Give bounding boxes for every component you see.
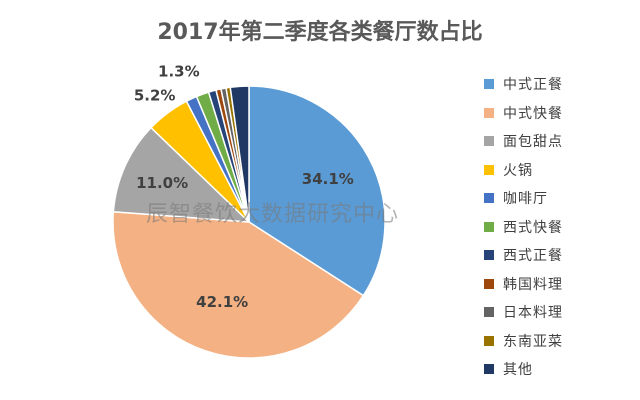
legend-label: 面包甜点 xyxy=(503,134,563,151)
legend-item: 咖啡厅 xyxy=(484,184,563,213)
pie-slice-2 xyxy=(112,126,252,223)
pie-label-0: 34.1% xyxy=(302,170,354,188)
pie-label-2: 11.0% xyxy=(136,174,188,192)
legend-swatch xyxy=(484,107,494,118)
legend-label: 中式快餐 xyxy=(503,105,563,122)
legend-swatch xyxy=(484,364,494,375)
pie-label-1: 42.1% xyxy=(196,293,248,311)
legend-swatch xyxy=(484,278,494,289)
legend-item: 日本料理 xyxy=(484,298,563,327)
legend-item: 面包甜点 xyxy=(484,127,563,156)
legend-label: 韩国料理 xyxy=(503,276,563,293)
legend-swatch xyxy=(484,307,494,318)
legend-item: 东南亚菜 xyxy=(484,327,563,356)
legend-label: 火锅 xyxy=(503,162,533,179)
legend-label: 中式正餐 xyxy=(503,77,563,94)
pie-slice-10 xyxy=(229,85,250,223)
legend-item: 中式快餐 xyxy=(484,99,563,128)
legend-item: 其他 xyxy=(484,355,563,384)
legend-label: 日本料理 xyxy=(503,305,563,322)
chart-title: 2017年第二季度各类餐厅数占比 xyxy=(157,20,483,45)
legend-label: 其他 xyxy=(503,362,533,379)
legend-item: 西式正餐 xyxy=(484,241,563,270)
legend: 中式正餐中式快餐面包甜点火锅咖啡厅西式快餐西式正餐韩国料理日本料理东南亚菜其他 xyxy=(484,70,563,384)
legend-swatch xyxy=(484,250,494,261)
legend-label: 西式正餐 xyxy=(503,248,563,265)
legend-item: 韩国料理 xyxy=(484,270,563,299)
legend-swatch xyxy=(484,79,494,90)
legend-label: 西式快餐 xyxy=(503,219,563,236)
legend-item: 火锅 xyxy=(484,156,563,185)
legend-swatch xyxy=(484,221,494,232)
pie-label-4: 1.3% xyxy=(158,63,200,81)
watermark-text: 辰智餐饮大数据研究中心 xyxy=(146,202,400,227)
legend-swatch xyxy=(484,335,494,346)
legend-item: 西式快餐 xyxy=(484,213,563,242)
legend-item: 中式正餐 xyxy=(484,70,563,99)
legend-swatch xyxy=(484,136,494,147)
legend-swatch xyxy=(484,193,494,204)
legend-swatch xyxy=(484,164,494,175)
legend-label: 咖啡厅 xyxy=(503,191,548,208)
legend-label: 东南亚菜 xyxy=(503,333,563,350)
pie-label-3: 5.2% xyxy=(134,87,176,105)
pie-slice-1 xyxy=(112,210,365,359)
